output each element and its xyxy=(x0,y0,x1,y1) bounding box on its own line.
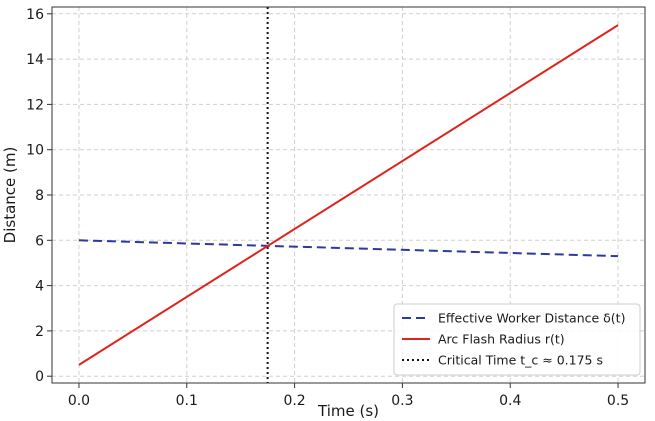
legend-label-worker-distance: Effective Worker Distance δ(t) xyxy=(438,311,625,326)
series-layer xyxy=(78,7,619,383)
worker-distance-line xyxy=(78,239,619,258)
legend-label-critical-time: Critical Time t_c ≈ 0.175 s xyxy=(438,353,603,368)
y-tick-label: 14 xyxy=(26,52,44,68)
legend-label-arc-flash-radius: Arc Flash Radius r(t) xyxy=(438,332,565,347)
x-tick-label: 0.5 xyxy=(607,393,629,409)
x-axis-label: Time (s) xyxy=(317,402,379,420)
y-tick-label: 10 xyxy=(26,143,44,159)
arc-flash-radius-line xyxy=(78,24,619,366)
legend-box xyxy=(393,303,641,376)
legend: Effective Worker Distance δ(t) Arc Flash… xyxy=(393,303,641,376)
x-tick-label: 0.2 xyxy=(283,393,305,409)
y-axis-label: Distance (m) xyxy=(1,147,19,244)
y-tick-label: 2 xyxy=(35,324,44,340)
x-tick-label: 0.1 xyxy=(176,393,198,409)
x-tick-label: 0.4 xyxy=(499,393,521,409)
y-tick-label: 6 xyxy=(35,233,44,249)
y-tick-label: 12 xyxy=(26,97,44,113)
x-tick-label: 0.0 xyxy=(68,393,90,409)
y-tick-label: 4 xyxy=(35,279,44,295)
axis-ticks: 0.0 0.1 0.2 0.3 0.4 0.5 0 2 4 6 8 10 12 14 16 xyxy=(26,7,629,409)
x-tick-label: 0.3 xyxy=(391,393,413,409)
y-tick-label: 16 xyxy=(26,7,44,23)
y-tick-label: 0 xyxy=(35,369,44,385)
y-tick-label: 8 xyxy=(35,188,44,204)
